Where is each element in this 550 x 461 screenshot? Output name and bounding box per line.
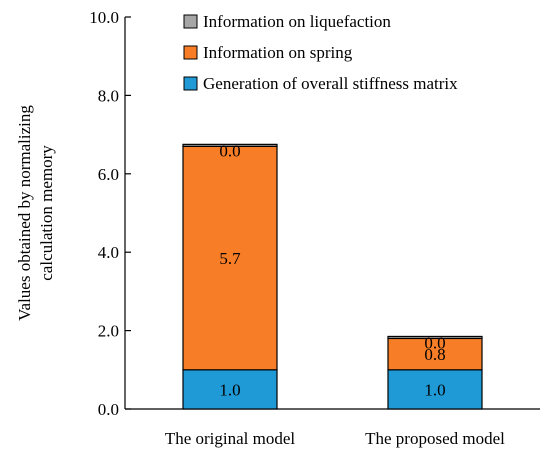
y-tick-label-2: 4.0 (98, 243, 119, 262)
bar-1-series-2 (387, 335, 483, 340)
plot-area: 0.0 2.0 4.0 6.0 8.0 10.0 Values obtained by no… (15, 8, 540, 448)
legend-swatch-1 (183, 45, 198, 60)
data-label-1-series-2: 0.0 (424, 333, 445, 352)
legend-swatch-0 (183, 14, 198, 29)
bar-0-series-1 (182, 145, 278, 371)
bar-0-series-0 (182, 369, 278, 410)
data-label-0-series-0: 1.0 (219, 380, 240, 399)
y-tick-label-0: 0.0 (98, 400, 119, 419)
y-axis-label-line-1: calculation memory (37, 145, 56, 281)
bar-0-series-2 (182, 143, 278, 147)
y-tick-label-5: 10.0 (89, 8, 119, 27)
data-label-0-series-2: 0.0 (219, 141, 240, 160)
category-label-1: The proposed model (365, 429, 505, 448)
y-tick-label-1: 2.0 (98, 322, 119, 341)
data-label-1-series-0: 1.0 (424, 380, 445, 399)
legend-swatch-2 (183, 76, 198, 91)
legend-label-1: Information on spring (203, 43, 353, 62)
y-tick-label-3: 6.0 (98, 165, 119, 184)
bar-1-series-1 (387, 337, 483, 371)
category-label-0: The original model (165, 429, 296, 448)
y-axis-label-line-0: Values obtained by normalizing (15, 105, 34, 321)
data-label-1-series-1: 0.8 (424, 345, 445, 364)
y-tick-label-4: 8.0 (98, 86, 119, 105)
bar-1-series-0 (387, 369, 483, 410)
legend-label-0: Information on liquefaction (203, 12, 391, 31)
legend-label-2: Generation of overall stiffness matrix (203, 74, 458, 93)
data-label-0-series-1: 5.7 (219, 249, 241, 268)
